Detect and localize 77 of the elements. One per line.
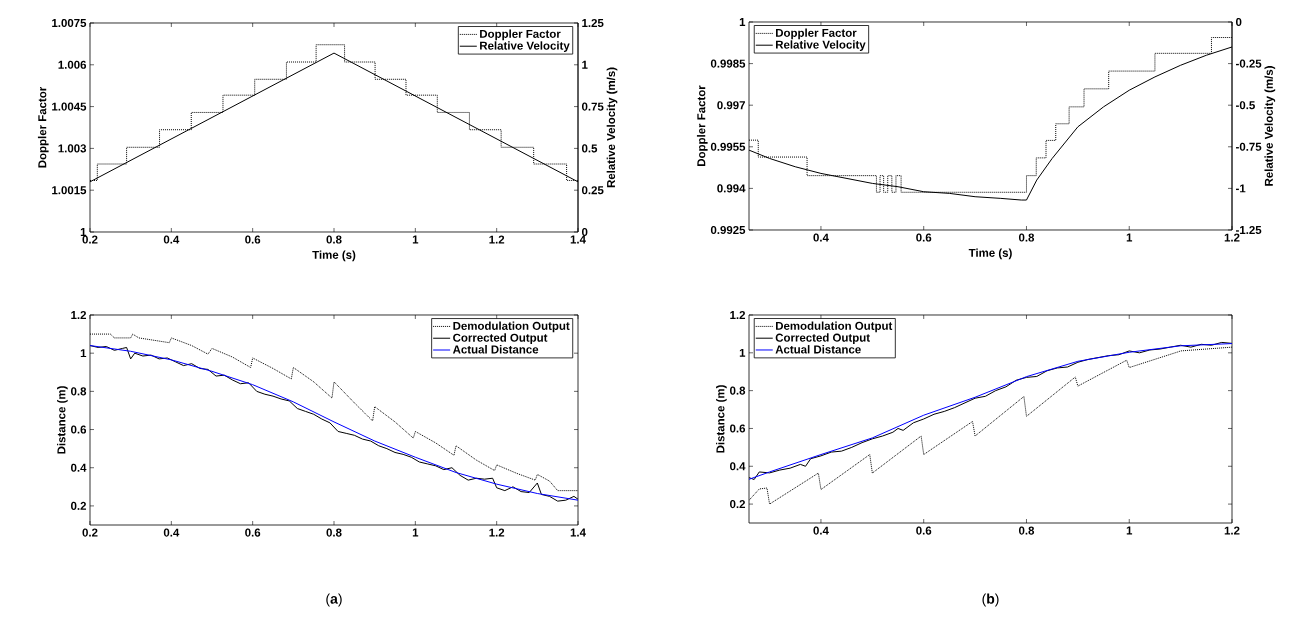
x-tick-label: 0.8: [326, 528, 342, 537]
x-tick-label: 1: [1126, 233, 1133, 242]
legend-label: Actual Distance: [452, 345, 539, 354]
x-tick-label: 0.4: [813, 233, 829, 242]
y-tick-label: 0.997: [717, 101, 745, 110]
y2-axis-title: Relative Velocity (m/s): [1264, 66, 1276, 186]
text: (a): [326, 593, 342, 607]
text: (b): [982, 593, 999, 607]
y2-tick-label: 0.25: [581, 186, 604, 195]
legend-label: Demodulation Output: [453, 321, 570, 333]
x-tick-label: 1.2: [489, 235, 505, 244]
y-tick-label: 1.006: [58, 60, 87, 69]
y-axis-title: Doppler Factor: [696, 85, 708, 166]
legend-label: Relative Velocity: [776, 40, 866, 51]
y2-tick-label: 0: [1235, 17, 1242, 27]
legend-label: Actual Distance: [775, 345, 861, 354]
x-tick-label: 0.8: [1018, 526, 1035, 535]
x-tick-label: 0.8: [1018, 233, 1035, 242]
y-tick-label: 0.9955: [710, 142, 746, 151]
y-tick-label: 0.4: [71, 463, 87, 472]
legend-label: Corrected Output: [775, 333, 870, 344]
x-tick-label: 1.2: [1224, 233, 1240, 242]
x-tick-label: 0.6: [245, 235, 261, 244]
y2-tick-label: -0.75: [1235, 142, 1262, 151]
legend-label: Corrected Output: [453, 333, 548, 344]
y-axis-title: Doppler Factor: [37, 86, 49, 168]
y-tick-label: 0.9925: [710, 225, 746, 235]
y-tick-label: 1: [739, 18, 746, 26]
y-tick-label: 0.9985: [710, 59, 746, 68]
y-tick-label: 1: [80, 349, 87, 358]
y-tick-label: 1.003: [58, 144, 87, 153]
y2-tick-label: -1: [1235, 184, 1246, 193]
y-tick-label: 0.2: [71, 501, 87, 510]
y-axis-title: Distance (m): [57, 386, 68, 454]
y-tick-label: 1: [739, 348, 746, 357]
x-tick-label: 0.6: [245, 528, 261, 537]
y-tick-label: 0.6: [730, 424, 746, 433]
y2-tick-label: 1: [582, 60, 588, 69]
x-tick-label: 0.6: [916, 526, 932, 535]
y-tick-label: 1.0075: [52, 18, 87, 28]
x-tick-label: 1.4: [570, 235, 586, 244]
y2-tick-label: 0.75: [581, 102, 604, 111]
y-axis-title: Distance (m): [716, 385, 727, 453]
x-tick-label: 0.4: [813, 526, 829, 535]
y-tick-label: 1.2: [71, 311, 87, 319]
x-tick-label: 1.4: [570, 528, 586, 537]
x-tick-label: 1: [412, 235, 419, 244]
legend-label: Doppler Factor: [480, 29, 561, 41]
x-tick-label: 0.8: [326, 235, 342, 244]
y-tick-label: 0.8: [71, 387, 87, 396]
x-tick-label: 1: [412, 528, 419, 537]
y-tick-label: 0.2: [730, 500, 746, 509]
y2-tick-label: -0.5: [1235, 101, 1255, 110]
y-tick-label: 1.2: [730, 311, 746, 319]
y-tick-label: 0.994: [717, 184, 746, 193]
y-tick-label: 0.6: [71, 425, 87, 434]
y2-tick-label: -0.25: [1235, 59, 1262, 68]
x-tick-label: 0.4: [163, 528, 180, 537]
y-tick-label: 0.4: [730, 462, 746, 471]
legend-label: Relative Velocity: [480, 41, 570, 52]
x-tick-label: 0.6: [916, 233, 932, 242]
y2-tick-label: 0.5: [581, 144, 598, 153]
y-tick-label: 1.0045: [52, 102, 87, 111]
y2-tick-label: 0: [581, 227, 588, 237]
x-tick-label: 1.2: [1224, 526, 1240, 535]
legend-label: Demodulation Output: [776, 321, 893, 333]
y-tick-label: 1.0015: [52, 186, 87, 195]
x-tick-label: 1: [1126, 526, 1133, 535]
y2-tick-label: 1.25: [582, 18, 604, 28]
x-tick-label: 1.2: [489, 528, 505, 537]
x-axis-title: Time (s): [312, 250, 356, 262]
y-tick-label: 0.8: [730, 386, 746, 395]
y2-axis-title: Relative Velocity (m/s): [606, 67, 618, 188]
legend-label: Doppler Factor: [776, 28, 857, 40]
x-tick-label: 0.4: [163, 235, 180, 244]
y-tick-label: 1: [80, 228, 87, 236]
x-axis-title: Time (s): [968, 248, 1012, 260]
